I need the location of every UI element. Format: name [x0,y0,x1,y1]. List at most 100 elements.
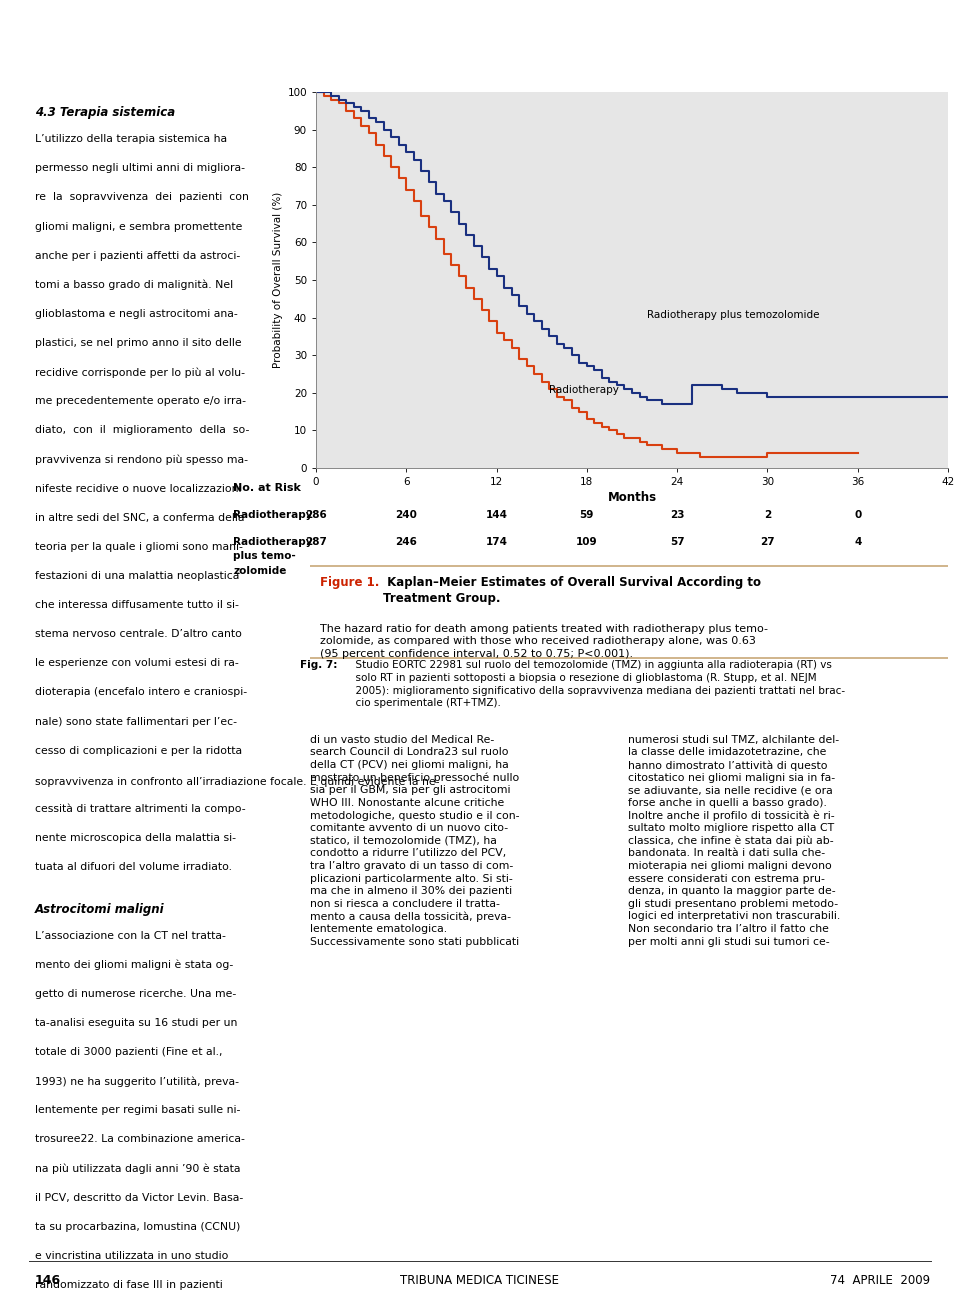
Text: la classe delle imidazotetrazine, che: la classe delle imidazotetrazine, che [628,748,827,757]
Text: logici ed interpretativi non trascurabili.: logici ed interpretativi non trascurabil… [628,911,840,921]
Text: condotto a ridurre l’utilizzo del PCV,: condotto a ridurre l’utilizzo del PCV, [310,848,506,859]
Text: 246: 246 [396,537,418,547]
Text: comitante avvento di un nuovo cito-: comitante avvento di un nuovo cito- [310,823,508,833]
Text: forse anche in quelli a basso grado).: forse anche in quelli a basso grado). [628,797,827,808]
Text: 146: 146 [35,1274,61,1287]
Text: non si riesca a concludere il tratta-: non si riesca a concludere il tratta- [310,899,500,908]
X-axis label: Months: Months [608,491,657,504]
Text: festazioni di una malattia neoplastica: festazioni di una malattia neoplastica [35,571,239,581]
Text: 4: 4 [854,537,861,547]
Text: plastici, se nel primo anno il sito delle: plastici, se nel primo anno il sito dell… [35,337,242,348]
Text: sopravvivenza in confronto all’irradiazione focale. È quindi evidente la ne-: sopravvivenza in confronto all’irradiazi… [35,775,440,787]
Text: L’associazione con la CT nel tratta-: L’associazione con la CT nel tratta- [35,930,226,941]
Text: della CT (PCV) nei gliomi maligni, ha: della CT (PCV) nei gliomi maligni, ha [310,760,509,770]
Text: Radiotherapy plus temozolomide: Radiotherapy plus temozolomide [647,310,820,319]
Text: il PCV, descritto da Victor Levin. Basa-: il PCV, descritto da Victor Levin. Basa- [35,1192,243,1203]
Text: citostatico nei gliomi maligni sia in fa-: citostatico nei gliomi maligni sia in fa… [628,773,835,783]
Text: totale di 3000 pazienti (Fine et al.,: totale di 3000 pazienti (Fine et al., [35,1048,223,1057]
Text: recidive corrisponde per lo più al volu-: recidive corrisponde per lo più al volu- [35,367,245,378]
Text: Successivamente sono stati pubblicati: Successivamente sono stati pubblicati [310,937,519,946]
Text: plus temo-: plus temo- [233,551,296,562]
Text: Figure 1.: Figure 1. [320,576,379,589]
Text: Fig. 7:: Fig. 7: [300,661,338,670]
Text: 286: 286 [305,509,326,520]
Text: lentemente per regimi basati sulle ni-: lentemente per regimi basati sulle ni- [35,1105,240,1115]
Text: na più utilizzata dagli anni ’90 è stata: na più utilizzata dagli anni ’90 è stata [35,1164,241,1174]
Text: cessità di trattare altrimenti la compo-: cessità di trattare altrimenti la compo- [35,804,246,814]
Text: 57: 57 [670,537,684,547]
Text: cesso di complicazioni e per la ridotta: cesso di complicazioni e per la ridotta [35,745,242,756]
Text: dioterapia (encefalo intero e craniospi-: dioterapia (encefalo intero e craniospi- [35,688,247,697]
Text: 109: 109 [576,537,598,547]
Text: gliomi maligni, e sembra promettente: gliomi maligni, e sembra promettente [35,222,242,232]
Text: mento a causa della tossicità, preva-: mento a causa della tossicità, preva- [310,911,511,923]
Text: 174: 174 [486,537,508,547]
Text: stema nervoso centrale. D’altro canto: stema nervoso centrale. D’altro canto [35,629,242,640]
Text: nale) sono state fallimentari per l’ec-: nale) sono state fallimentari per l’ec- [35,717,237,727]
Text: Radiotherapy: Radiotherapy [549,384,619,395]
Text: glioblastoma e negli astrocitomi ana-: glioblastoma e negli astrocitomi ana- [35,309,238,319]
Text: No. at Risk: No. at Risk [233,483,301,493]
Text: mento dei gliomi maligni è stata og-: mento dei gliomi maligni è stata og- [35,959,233,971]
Text: Non secondario tra l’altro il fatto che: Non secondario tra l’altro il fatto che [628,924,828,934]
Text: plicazioni particolarmente alto. Si sti-: plicazioni particolarmente alto. Si sti- [310,873,513,883]
Y-axis label: Probability of Overall Survival (%): Probability of Overall Survival (%) [274,192,283,369]
Text: 59: 59 [580,509,594,520]
Text: lentemente ematologica.: lentemente ematologica. [310,924,447,934]
Text: 4.3 Terapia sistemica: 4.3 Terapia sistemica [35,107,175,119]
Text: e vincristina utilizzata in uno studio: e vincristina utilizzata in uno studio [35,1251,228,1261]
Text: le esperienze con volumi estesi di ra-: le esperienze con volumi estesi di ra- [35,658,239,668]
Text: re  la  sopravvivenza  dei  pazienti  con: re la sopravvivenza dei pazienti con [35,193,249,202]
Text: statico, il temozolomide (TMZ), ha: statico, il temozolomide (TMZ), ha [310,835,497,846]
Text: L’utilizzo della terapia sistemica ha: L’utilizzo della terapia sistemica ha [35,134,228,145]
Text: mioterapia nei gliomi maligni devono: mioterapia nei gliomi maligni devono [628,861,831,870]
Text: ma che in almeno il 30% dei pazienti: ma che in almeno il 30% dei pazienti [310,886,512,896]
Text: in altre sedi del SNC, a conferma della: in altre sedi del SNC, a conferma della [35,513,245,523]
Text: sultato molto migliore rispetto alla CT: sultato molto migliore rispetto alla CT [628,823,834,833]
Text: essere considerati con estrema pru-: essere considerati con estrema pru- [628,873,825,883]
Text: Astrocitomi maligni: Astrocitomi maligni [35,903,164,916]
Text: TRIBUNA MEDICA TICINESE: TRIBUNA MEDICA TICINESE [400,1274,560,1287]
Text: randomizzato di fase III in pazienti: randomizzato di fase III in pazienti [35,1280,223,1290]
Text: ta su procarbazina, lomustina (CCNU): ta su procarbazina, lomustina (CCNU) [35,1222,240,1231]
Text: permesso negli ultimi anni di migliora-: permesso negli ultimi anni di migliora- [35,163,245,173]
Text: The hazard ratio for death among patients treated with radiotherapy plus temo-
z: The hazard ratio for death among patient… [320,624,768,659]
Text: Radiotherapy: Radiotherapy [233,509,313,520]
Text: getto di numerose ricerche. Una me-: getto di numerose ricerche. Una me- [35,989,236,999]
Text: hanno dimostrato l’attività di questo: hanno dimostrato l’attività di questo [628,760,828,770]
Text: diato,  con  il  miglioramento  della  so-: diato, con il miglioramento della so- [35,425,250,435]
Text: 287: 287 [305,537,327,547]
Text: anche per i pazienti affetti da astroci-: anche per i pazienti affetti da astroci- [35,250,240,261]
Text: metodologiche, questo studio e il con-: metodologiche, questo studio e il con- [310,810,519,821]
Text: me precedentemente operato e/o irra-: me precedentemente operato e/o irra- [35,396,246,407]
Text: 2: 2 [764,509,771,520]
Text: Radiotherapy: Radiotherapy [233,537,313,547]
Text: denza, in quanto la maggior parte de-: denza, in quanto la maggior parte de- [628,886,835,896]
Text: 144: 144 [486,509,508,520]
Text: teoria per la quale i gliomi sono mani-: teoria per la quale i gliomi sono mani- [35,542,243,552]
Text: se adiuvante, sia nelle recidive (e ora: se adiuvante, sia nelle recidive (e ora [628,786,832,795]
Text: tuata al difuori del volume irradiato.: tuata al difuori del volume irradiato. [35,863,232,872]
Text: Studio EORTC 22981 sul ruolo del temozolomide (TMZ) in aggiunta alla radioterapi: Studio EORTC 22981 sul ruolo del temozol… [349,661,845,709]
Text: che interessa diffusamente tutto il si-: che interessa diffusamente tutto il si- [35,601,239,610]
Text: 74  APRILE  2009: 74 APRILE 2009 [829,1274,930,1287]
Text: Kaplan–Meier Estimates of Overall Survival According to
Treatment Group.: Kaplan–Meier Estimates of Overall Surviv… [383,576,761,605]
Text: trosuree22. La combinazione america-: trosuree22. La combinazione america- [35,1135,245,1144]
Text: per molti anni gli studi sui tumori ce-: per molti anni gli studi sui tumori ce- [628,937,829,946]
Text: gli studi presentano problemi metodo-: gli studi presentano problemi metodo- [628,899,838,908]
Text: WHO III. Nonostante alcune critiche: WHO III. Nonostante alcune critiche [310,797,504,808]
Text: di un vasto studio del Medical Re-: di un vasto studio del Medical Re- [310,735,494,745]
Text: SEZIONE SCIENTIFICA: SEZIONE SCIENTIFICA [21,13,191,27]
Text: nente microscopica della malattia si-: nente microscopica della malattia si- [35,833,236,843]
Text: pravvivenza si rendono più spesso ma-: pravvivenza si rendono più spesso ma- [35,455,248,465]
Text: Inoltre anche il profilo di tossicità è ri-: Inoltre anche il profilo di tossicità è … [628,810,834,821]
Text: tomi a basso grado di malignità. Nel: tomi a basso grado di malignità. Nel [35,280,233,291]
Text: sia per il GBM, sia per gli astrocitomi: sia per il GBM, sia per gli astrocitomi [310,786,511,795]
Text: 0: 0 [854,509,861,520]
Text: 1993) ne ha suggerito l’utilità, preva-: 1993) ne ha suggerito l’utilità, preva- [35,1076,239,1087]
Text: search Council di Londra23 sul ruolo: search Council di Londra23 sul ruolo [310,748,509,757]
Text: nifeste recidive o nuove localizzazioni: nifeste recidive o nuove localizzazioni [35,483,242,494]
Text: 23: 23 [670,509,684,520]
Text: bandonata. In realtà i dati sulla che-: bandonata. In realtà i dati sulla che- [628,848,826,859]
Text: tra l’altro gravato di un tasso di com-: tra l’altro gravato di un tasso di com- [310,861,514,870]
